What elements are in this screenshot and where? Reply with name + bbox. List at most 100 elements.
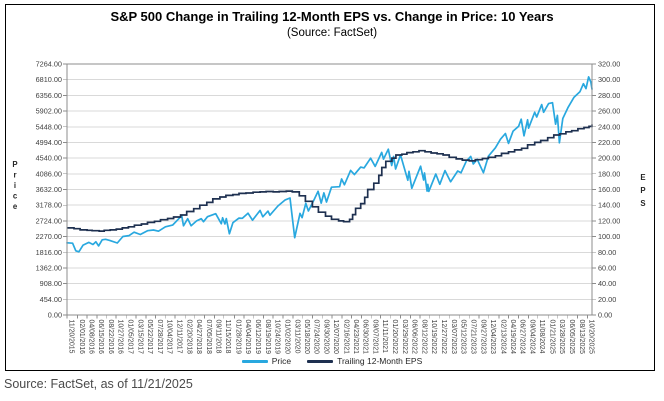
y-axis-left: 7264.00 6810.00 6356.00 5902.00 5448.00 4994.… xyxy=(36,60,62,320)
eps-line-swatch-icon xyxy=(307,359,334,363)
y-tick-label-left: 6810.00 xyxy=(36,75,62,84)
x-tick-label: 09/30/2020 xyxy=(322,320,329,355)
x-tick-label: 05/12/2023 xyxy=(460,320,467,355)
x-tick-label: 12/11/2017 xyxy=(175,320,182,354)
x-tick-label: 09/07/2021 xyxy=(372,320,379,355)
eps-axis-letter: E xyxy=(640,173,645,182)
y-tick-label-left: 1816.00 xyxy=(36,248,62,257)
x-tick-label: 11/08/2024 xyxy=(538,320,545,354)
x-tick-label: 10/20/2025 xyxy=(588,320,595,355)
y-tick-label-left: 2270.00 xyxy=(36,232,62,241)
x-tick-label: 08/12/2022 xyxy=(420,320,427,355)
x-tick-label: 12/27/2022 xyxy=(440,320,447,355)
x-tick-label: 05/22/2017 xyxy=(146,320,153,355)
y-tick-label-left: 3632.00 xyxy=(36,185,62,194)
y-tick-label-left: 3178.00 xyxy=(36,201,62,210)
x-tick-label: 04/23/2021 xyxy=(352,320,359,355)
eps-line xyxy=(67,124,593,232)
x-tick-label: 11/11/2021 xyxy=(381,320,388,354)
x-tick-label: 10/27/2016 xyxy=(116,320,123,355)
y-tick-label-left: 7264.00 xyxy=(36,60,62,69)
x-tick-label: 04/08/2016 xyxy=(87,320,94,355)
y-tick-label-left: 5448.00 xyxy=(36,122,62,131)
x-tick-label: 02/13/2024 xyxy=(499,320,506,355)
x-tick-label: 07/28/2017 xyxy=(156,320,163,355)
x-tick-label: 07/24/2020 xyxy=(313,320,320,355)
y-tick-label-left: 1362.00 xyxy=(36,263,62,272)
x-tick-label: 02/16/2021 xyxy=(342,320,349,355)
x-tick-label: 07/05/2018 xyxy=(205,320,212,355)
chart-header: S&P 500 Change in Trailing 12-Month EPS … xyxy=(0,9,664,39)
x-tick-label: 11/20/2015 xyxy=(67,320,74,354)
x-axis-labels: 11/20/2015 02/01/2016 04/08/2016 06/15/2016… xyxy=(67,320,594,355)
y-tick-label-right: 120.00 xyxy=(598,216,620,225)
plot-frame xyxy=(66,63,593,316)
chart-frame xyxy=(5,4,655,371)
y-tick-label-right: 80.00 xyxy=(598,248,616,257)
x-tick-label: 04/27/2018 xyxy=(195,320,202,355)
price-axis-letter: e xyxy=(13,202,18,211)
x-tick-label: 06/12/2019 xyxy=(254,320,261,355)
y-tick-label-right: 160.00 xyxy=(598,185,620,194)
x-tick-label: 03/29/2022 xyxy=(401,320,408,355)
y-axis-right: 320.00 300.00 280.00 260.00 240.00 220.00 200.… xyxy=(598,60,620,320)
x-tick-label: 08/13/2025 xyxy=(578,320,585,355)
x-tick-label: 02/20/2018 xyxy=(186,320,193,355)
x-tick-label: 06/30/2021 xyxy=(362,320,369,355)
x-tick-label: 12/07/2020 xyxy=(332,320,339,355)
x-tick-label: 06/06/2022 xyxy=(411,320,418,355)
x-tick-label: 11/15/2018 xyxy=(224,320,231,354)
x-tick-label: 02/01/2016 xyxy=(78,320,85,355)
y-tick-label-left: 6356.00 xyxy=(36,91,62,100)
legend-item-eps: Trailing 12-Month EPS xyxy=(307,356,422,366)
gridlines xyxy=(67,79,592,300)
y-tick-label-right: 260.00 xyxy=(598,107,620,116)
chart-subtitle: (Source: FactSet) xyxy=(286,26,378,39)
x-tick-label: 09/11/2018 xyxy=(215,320,222,354)
x-tick-label: 09/04/2024 xyxy=(529,320,536,355)
x-tick-label: 12/04/2023 xyxy=(489,320,496,355)
y-tick-label-right: 40.00 xyxy=(598,279,616,288)
x-tick-label: 03/28/2025 xyxy=(558,320,565,355)
price-axis-title: Price xyxy=(12,160,17,211)
x-tick-label: 01/05/2017 xyxy=(126,320,133,355)
y-tick-label-right: 180.00 xyxy=(598,169,620,178)
y-tick-label-right: 0.00 xyxy=(598,311,612,320)
eps-axis-letter: P xyxy=(640,186,645,195)
chart-legend: Price Trailing 12-Month EPS xyxy=(0,356,664,366)
legend-label-price: Price xyxy=(271,356,292,366)
price-line xyxy=(66,76,593,253)
x-tick-label: 10/24/2019 xyxy=(273,320,280,355)
eps-axis-title: EPS xyxy=(640,173,645,208)
y-tick-label-right: 300.00 xyxy=(598,75,620,84)
x-tick-label: 09/27/2023 xyxy=(479,320,486,355)
x-tick-label: 06/27/2024 xyxy=(519,320,526,355)
y-tick-label-right: 140.00 xyxy=(598,201,620,210)
x-tick-label: 08/22/2016 xyxy=(107,320,114,355)
y-tick-label-left: 908.00 xyxy=(40,279,62,288)
x-tick-label: 01/28/2019 xyxy=(235,320,242,355)
y-tick-label-right: 280.00 xyxy=(598,91,620,100)
x-tick-label: 06/15/2016 xyxy=(97,320,104,355)
y-tick-label-right: 100.00 xyxy=(598,232,620,241)
y-tick-label-left: 4994.00 xyxy=(36,138,62,147)
x-tick-label: 01/02/2020 xyxy=(283,320,290,355)
y-tick-label-left: 4086.00 xyxy=(36,169,62,178)
price-line-swatch-icon xyxy=(241,359,268,363)
source-caption: Source: FactSet, as of 11/21/2025 xyxy=(4,377,193,391)
y-tick-label-right: 220.00 xyxy=(598,138,620,147)
y-tick-label-left: 5902.00 xyxy=(36,107,62,116)
price-axis-letter: P xyxy=(12,160,17,169)
y-tick-label-right: 20.00 xyxy=(598,295,616,304)
x-tick-label: 03/11/2020 xyxy=(293,320,300,354)
x-tick-label: 06/05/2025 xyxy=(568,320,575,355)
x-tick-label: 03/15/2017 xyxy=(136,320,143,355)
x-tick-label: 08/19/2019 xyxy=(264,320,271,355)
y-tick-label-left: 0.00 xyxy=(48,311,62,320)
y-tick-label-left: 454.00 xyxy=(40,295,62,304)
y-tick-label-right: 200.00 xyxy=(598,154,620,163)
price-axis-letter: r xyxy=(13,171,16,180)
x-tick-label: 03/07/2023 xyxy=(450,320,457,355)
x-tick-label: 07/21/2023 xyxy=(470,320,477,355)
